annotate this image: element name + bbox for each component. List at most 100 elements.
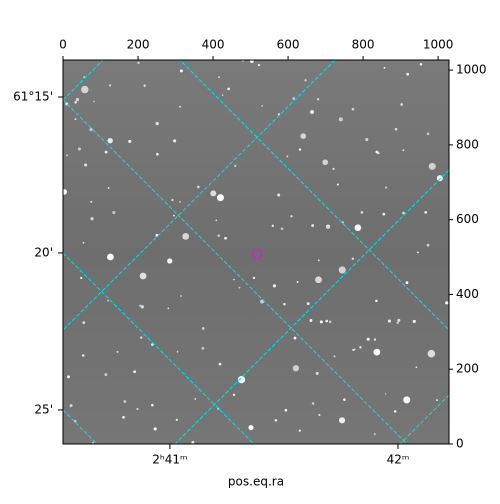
target-marker bbox=[251, 248, 263, 260]
star bbox=[84, 163, 88, 167]
star bbox=[360, 211, 364, 214]
star bbox=[116, 350, 119, 353]
star bbox=[107, 253, 114, 261]
star bbox=[277, 193, 281, 197]
star bbox=[81, 354, 85, 357]
stars bbox=[63, 60, 449, 444]
star bbox=[382, 212, 386, 216]
star bbox=[92, 441, 94, 444]
star bbox=[217, 234, 221, 237]
star bbox=[316, 97, 320, 101]
star bbox=[175, 418, 178, 422]
star bbox=[375, 299, 378, 303]
star bbox=[179, 69, 183, 73]
star bbox=[221, 94, 224, 96]
star bbox=[252, 276, 256, 280]
star bbox=[69, 404, 73, 408]
ra-tick-label: 2ʰ41ᵐ bbox=[152, 453, 187, 467]
star bbox=[426, 243, 430, 247]
star bbox=[284, 408, 288, 412]
star bbox=[140, 305, 144, 309]
star bbox=[309, 319, 313, 322]
star bbox=[274, 418, 278, 422]
star bbox=[257, 63, 261, 67]
star bbox=[406, 72, 410, 76]
star bbox=[310, 109, 315, 115]
star bbox=[311, 402, 315, 405]
star bbox=[66, 154, 69, 157]
star bbox=[402, 149, 405, 152]
star bbox=[107, 299, 110, 302]
star bbox=[403, 396, 411, 404]
star bbox=[315, 276, 322, 284]
y-tick-label: 400 bbox=[456, 287, 479, 301]
star bbox=[218, 362, 222, 366]
star bbox=[82, 321, 86, 324]
star bbox=[90, 200, 93, 203]
star bbox=[140, 336, 143, 339]
star bbox=[104, 150, 108, 154]
star bbox=[176, 351, 179, 353]
star bbox=[304, 79, 307, 82]
star bbox=[311, 224, 315, 227]
star bbox=[338, 117, 343, 122]
star bbox=[417, 251, 419, 254]
star bbox=[74, 101, 77, 104]
star bbox=[359, 346, 362, 349]
star bbox=[194, 398, 197, 400]
star bbox=[405, 281, 409, 285]
star bbox=[298, 429, 301, 432]
star bbox=[249, 60, 254, 64]
y-tick-label: 0 bbox=[456, 437, 464, 451]
y-tick-label: 200 bbox=[456, 362, 479, 376]
star bbox=[112, 210, 116, 215]
star bbox=[139, 304, 142, 307]
dec-tick-label: 20' bbox=[34, 245, 53, 259]
star bbox=[248, 425, 254, 431]
y-tick-label: 800 bbox=[456, 137, 479, 151]
star bbox=[237, 375, 246, 384]
star bbox=[402, 211, 405, 215]
star bbox=[232, 393, 236, 397]
star bbox=[136, 407, 139, 411]
star bbox=[122, 415, 125, 419]
star bbox=[233, 278, 235, 281]
star bbox=[123, 400, 127, 403]
star bbox=[261, 105, 263, 107]
star bbox=[182, 232, 190, 240]
star bbox=[216, 194, 224, 202]
star bbox=[201, 327, 205, 330]
star bbox=[143, 84, 146, 87]
star bbox=[179, 105, 182, 108]
star bbox=[224, 236, 227, 240]
star bbox=[167, 258, 173, 264]
star bbox=[353, 348, 356, 351]
star bbox=[108, 84, 112, 87]
x-tick-label: 800 bbox=[352, 38, 375, 52]
image bbox=[63, 60, 449, 444]
star bbox=[171, 198, 174, 202]
star bbox=[373, 338, 377, 341]
star bbox=[397, 318, 401, 322]
star bbox=[419, 63, 423, 66]
star bbox=[385, 186, 388, 189]
star bbox=[73, 419, 77, 423]
star bbox=[107, 187, 110, 190]
star bbox=[104, 373, 108, 377]
star bbox=[293, 336, 297, 340]
ra-tick-label: 42ᵐ bbox=[387, 453, 410, 467]
star bbox=[93, 100, 95, 103]
star bbox=[338, 266, 346, 274]
star bbox=[227, 87, 230, 91]
star bbox=[292, 365, 300, 372]
star bbox=[153, 427, 157, 431]
star bbox=[234, 164, 237, 167]
star bbox=[300, 133, 307, 139]
star bbox=[286, 155, 289, 158]
star bbox=[298, 148, 302, 151]
star bbox=[201, 346, 205, 350]
star bbox=[179, 201, 181, 203]
star bbox=[80, 276, 83, 280]
star bbox=[365, 137, 369, 142]
star bbox=[151, 343, 154, 346]
